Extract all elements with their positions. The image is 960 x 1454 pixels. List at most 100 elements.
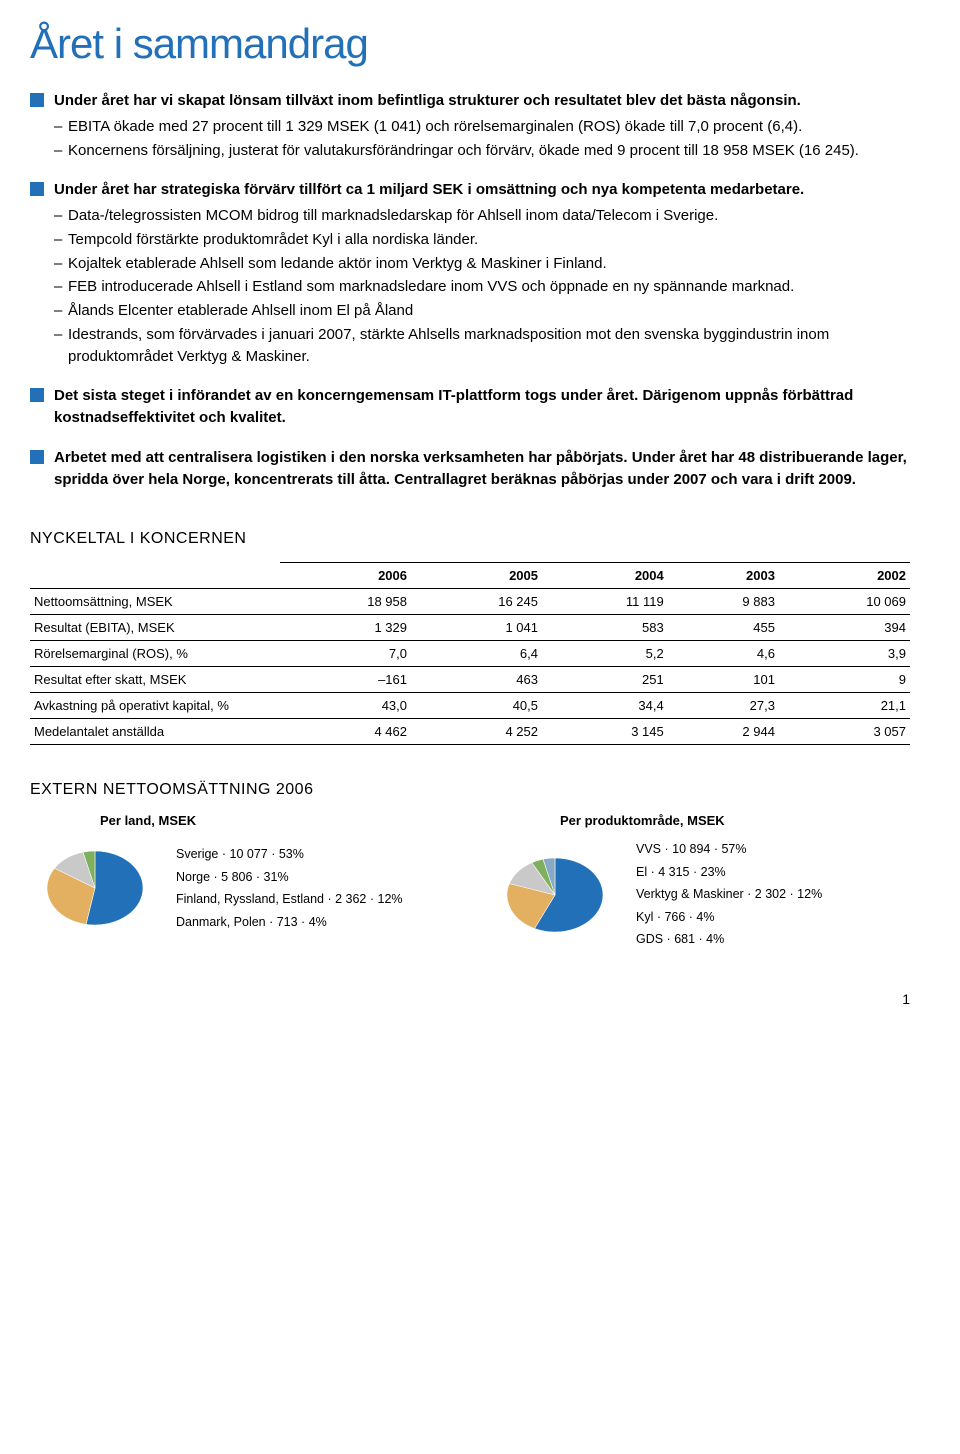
- table-cell: 43,0: [280, 693, 411, 719]
- table-header-cell: 2005: [411, 563, 542, 589]
- table-cell: 18 958: [280, 589, 411, 615]
- table-row: Rörelsemarginal (ROS), %7,06,45,24,63,9: [30, 641, 910, 667]
- pie-land-chart: [30, 838, 160, 938]
- table-cell: 40,5: [411, 693, 542, 719]
- legend-item: GDS · 681 · 4%: [636, 928, 822, 951]
- bullet-block: Under året har strategiska förvärv tillf…: [30, 179, 910, 367]
- table-cell: 10 069: [779, 589, 910, 615]
- table-heading: NYCKELTAL I KONCERNEN: [30, 530, 910, 548]
- table-cell: 16 245: [411, 589, 542, 615]
- table-row: Avkastning på operativt kapital, %43,040…: [30, 693, 910, 719]
- table-cell: 3 057: [779, 719, 910, 745]
- table-cell: 455: [668, 615, 779, 641]
- pie-land-legend: Sverige · 10 077 · 53%Norge · 5 806 · 31…: [176, 843, 403, 933]
- dash-text: Idestrands, som förvärvades i januari 20…: [68, 324, 910, 368]
- dash-icon: –: [54, 116, 68, 138]
- dash-item: –Kojaltek etablerade Ahlsell som ledande…: [54, 253, 910, 275]
- table-cell: 4,6: [668, 641, 779, 667]
- bullet-content: Arbetet med att centralisera logistiken …: [54, 447, 910, 491]
- table-cell: –161: [280, 667, 411, 693]
- dash-text: FEB introducerade Ahlsell i Estland som …: [68, 276, 910, 298]
- table-header-cell: 2004: [542, 563, 668, 589]
- legend-item: Verktyg & Maskiner · 2 302 · 12%: [636, 883, 822, 906]
- legend-item: VVS · 10 894 · 57%: [636, 838, 822, 861]
- bullet-content: Under året har strategiska förvärv tillf…: [54, 179, 910, 367]
- table-cell: Avkastning på operativt kapital, %: [30, 693, 280, 719]
- table-cell: Rörelsemarginal (ROS), %: [30, 641, 280, 667]
- dash-icon: –: [54, 229, 68, 251]
- bullet-lead: Arbetet med att centralisera logistiken …: [54, 447, 910, 491]
- pie-land-title: Per land, MSEK: [100, 813, 450, 828]
- bullet-lead: Det sista steget i införandet av en konc…: [54, 385, 910, 429]
- dash-icon: –: [54, 300, 68, 322]
- table-header-cell: [30, 563, 280, 589]
- pie-product-title: Per produktområde, MSEK: [560, 813, 910, 828]
- bullet-content: Det sista steget i införandet av en konc…: [54, 385, 910, 429]
- table-cell: 1 329: [280, 615, 411, 641]
- legend-item: Danmark, Polen · 713 · 4%: [176, 911, 403, 934]
- bullet-block: Det sista steget i införandet av en konc…: [30, 385, 910, 429]
- table-cell: 3 145: [542, 719, 668, 745]
- dash-item: –Ålands Elcenter etablerade Ahlsell inom…: [54, 300, 910, 322]
- legend-item: Finland, Ryssland, Estland · 2 362 · 12%: [176, 888, 403, 911]
- pie-charts-row: Per land, MSEK Sverige · 10 077 · 53%Nor…: [30, 813, 910, 951]
- table-header-cell: 2003: [668, 563, 779, 589]
- page-number: 1: [30, 991, 910, 1007]
- table-row: Resultat efter skatt, MSEK–1614632511019: [30, 667, 910, 693]
- square-bullet-icon: [30, 93, 44, 107]
- dash-text: EBITA ökade med 27 procent till 1 329 MS…: [68, 116, 910, 138]
- bullet-content: Under året har vi skapat lönsam tillväxt…: [54, 90, 910, 161]
- dash-icon: –: [54, 324, 68, 346]
- table-header-cell: 2002: [779, 563, 910, 589]
- bullet-block: Arbetet med att centralisera logistiken …: [30, 447, 910, 491]
- dash-item: –Idestrands, som förvärvades i januari 2…: [54, 324, 910, 368]
- table-cell: 583: [542, 615, 668, 641]
- dash-item: –Koncernens försäljning, justerat för va…: [54, 140, 910, 162]
- table-cell: 5,2: [542, 641, 668, 667]
- dash-icon: –: [54, 205, 68, 227]
- table-cell: 21,1: [779, 693, 910, 719]
- table-row: Medelantalet anställda4 4624 2523 1452 9…: [30, 719, 910, 745]
- dash-item: –Data-/telegrossisten MCOM bidrog till m…: [54, 205, 910, 227]
- table-cell: 1 041: [411, 615, 542, 641]
- page-title: Året i sammandrag: [30, 20, 910, 68]
- square-bullet-icon: [30, 450, 44, 464]
- table-cell: Medelantalet anställda: [30, 719, 280, 745]
- table-header-cell: 2006: [280, 563, 411, 589]
- pie-product-legend: VVS · 10 894 · 57%El · 4 315 · 23%Verkty…: [636, 838, 822, 951]
- dash-text: Tempcold förstärkte produktområdet Kyl i…: [68, 229, 910, 251]
- bullet-block: Under året har vi skapat lönsam tillväxt…: [30, 90, 910, 161]
- table-cell: 4 252: [411, 719, 542, 745]
- dash-icon: –: [54, 140, 68, 162]
- legend-item: Norge · 5 806 · 31%: [176, 866, 403, 889]
- dash-item: –FEB introducerade Ahlsell i Estland som…: [54, 276, 910, 298]
- bullet-lead: Under året har vi skapat lönsam tillväxt…: [54, 90, 910, 112]
- bullet-list: Under året har vi skapat lönsam tillväxt…: [30, 90, 910, 490]
- charts-heading: EXTERN NETTOOMSÄTTNING 2006: [30, 781, 910, 799]
- legend-item: Kyl · 766 · 4%: [636, 906, 822, 929]
- table-cell: 6,4: [411, 641, 542, 667]
- table-cell: 27,3: [668, 693, 779, 719]
- table-cell: 11 119: [542, 589, 668, 615]
- table-cell: 9: [779, 667, 910, 693]
- dash-icon: –: [54, 253, 68, 275]
- table-cell: Resultat (EBITA), MSEK: [30, 615, 280, 641]
- table-cell: 9 883: [668, 589, 779, 615]
- table-cell: 34,4: [542, 693, 668, 719]
- table-cell: 7,0: [280, 641, 411, 667]
- dash-text: Koncernens försäljning, justerat för val…: [68, 140, 910, 162]
- table-cell: Resultat efter skatt, MSEK: [30, 667, 280, 693]
- dash-item: –EBITA ökade med 27 procent till 1 329 M…: [54, 116, 910, 138]
- table-cell: 463: [411, 667, 542, 693]
- table-row: Nettoomsättning, MSEK18 95816 24511 1199…: [30, 589, 910, 615]
- table-cell: Nettoomsättning, MSEK: [30, 589, 280, 615]
- square-bullet-icon: [30, 388, 44, 402]
- table-row: Resultat (EBITA), MSEK1 3291 04158345539…: [30, 615, 910, 641]
- table-cell: 3,9: [779, 641, 910, 667]
- table-cell: 394: [779, 615, 910, 641]
- dash-text: Kojaltek etablerade Ahlsell som ledande …: [68, 253, 910, 275]
- pie-product-chart: [490, 845, 620, 945]
- dash-text: Data-/telegrossisten MCOM bidrog till ma…: [68, 205, 910, 227]
- legend-item: El · 4 315 · 23%: [636, 861, 822, 884]
- dash-item: –Tempcold förstärkte produktområdet Kyl …: [54, 229, 910, 251]
